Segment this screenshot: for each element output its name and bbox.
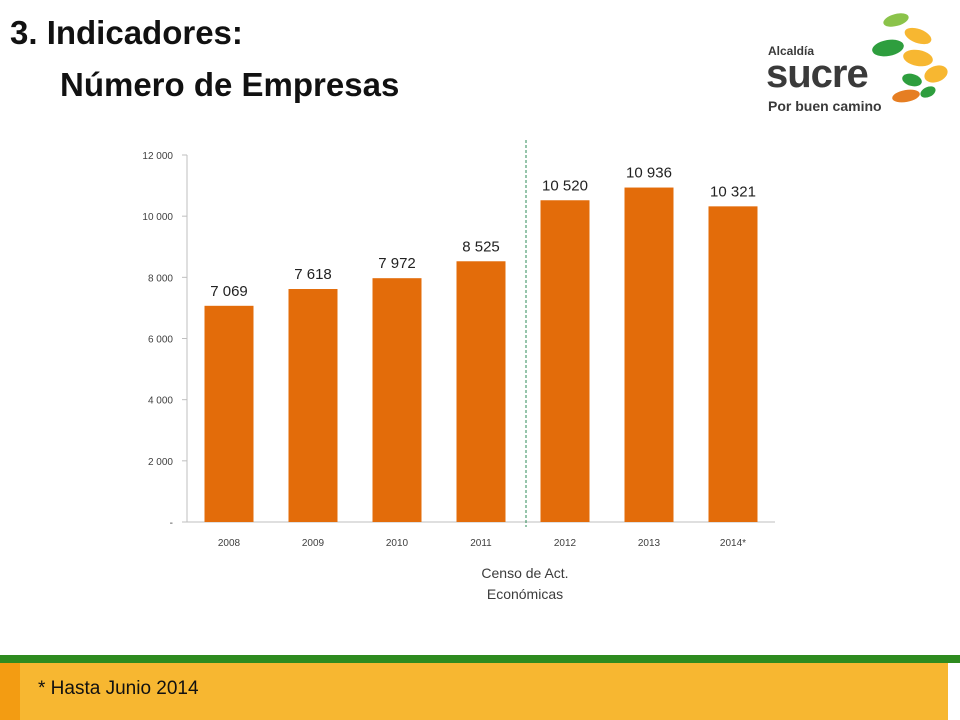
logo-main-text: sucre — [766, 52, 869, 96]
x-tick-label: 2014* — [720, 538, 746, 549]
y-tick-label: 2 000 — [148, 457, 173, 468]
data-label: 7 618 — [294, 266, 332, 283]
footer-left-strip — [0, 663, 20, 720]
x-tick-label: 2009 — [302, 538, 325, 549]
data-label: 10 936 — [626, 165, 672, 182]
logo-shapes-icon — [872, 13, 948, 103]
data-label: 10 520 — [542, 177, 588, 194]
censo-note: Censo de Act. Económicas — [481, 565, 569, 602]
page-title: 3. Indicadores: — [10, 14, 243, 51]
bar-2012 — [540, 200, 590, 522]
footer-green-line — [0, 655, 960, 663]
y-tick-label: 8 000 — [148, 273, 173, 284]
footnote: * Hasta Junio 2014 — [38, 678, 199, 699]
data-label: 8 525 — [462, 238, 500, 255]
y-tick-label: - — [170, 518, 173, 529]
x-tick-label: 2013 — [638, 538, 661, 549]
alcaldia-sucre-logo: Alcaldía sucre Por buen camino — [762, 8, 952, 118]
footer-right-strip — [948, 663, 960, 720]
bar-2013 — [624, 187, 674, 523]
y-tick-label: 6 000 — [148, 335, 173, 346]
bar-2008 — [204, 305, 254, 522]
bar-2010 — [372, 278, 422, 522]
y-tick-label: 10 000 — [142, 212, 173, 223]
y-tick-label: 12 000 — [142, 151, 173, 162]
bar-2014-star — [708, 206, 758, 522]
data-label: 7 972 — [378, 255, 416, 272]
x-tick-label: 2008 — [218, 538, 241, 549]
bar-2009 — [288, 289, 338, 522]
x-tick-label: 2010 — [386, 538, 409, 549]
page-subtitle: Número de Empresas — [60, 66, 400, 103]
footer-band — [0, 663, 960, 720]
x-tick-label: 2012 — [554, 538, 577, 549]
bar-2011 — [456, 261, 506, 522]
data-label: 10 321 — [710, 183, 756, 200]
logo-tagline: Por buen camino — [768, 98, 882, 114]
data-label: 7 069 — [210, 283, 248, 300]
logo-small-text: Alcaldía — [768, 44, 815, 58]
y-tick-label: 4 000 — [148, 396, 173, 407]
x-tick-label: 2011 — [470, 538, 492, 549]
bar-chart: - 2 000 4 000 6 000 8 000 10 000 12 000 7 069 20… — [142, 140, 775, 549]
